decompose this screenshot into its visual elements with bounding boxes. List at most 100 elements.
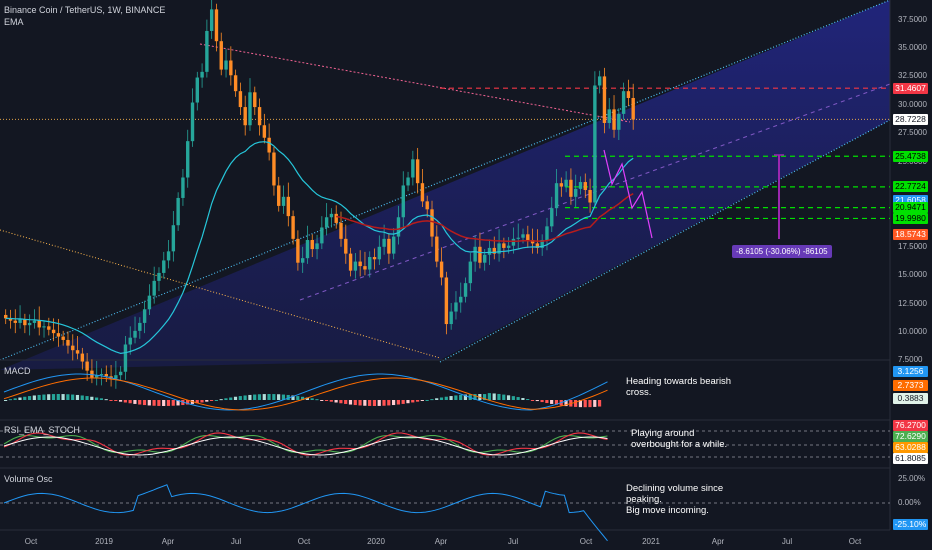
macd-histogram-bar — [291, 395, 295, 400]
macd-line — [3, 373, 608, 411]
candle-body — [511, 238, 516, 246]
macd-histogram-bar — [435, 398, 439, 400]
candle-body — [324, 217, 329, 228]
macd-histogram-bar — [516, 397, 520, 400]
macd-histogram-bar — [157, 400, 161, 406]
macd-histogram-bar — [530, 400, 535, 401]
candle-body — [401, 185, 405, 218]
macd-histogram-bar — [492, 393, 496, 400]
candle-body — [214, 9, 219, 42]
price-badge: 25.4738 — [893, 150, 928, 162]
candle-body — [128, 337, 132, 345]
time-tick: Jul — [781, 537, 793, 546]
macd-histogram-bar — [550, 400, 554, 404]
macd-histogram-bar — [296, 396, 300, 400]
candle-body — [612, 109, 616, 130]
volume-osc-line — [3, 484, 608, 542]
macd-histogram-bar — [401, 400, 405, 404]
macd-histogram-bar — [8, 399, 12, 401]
macd-histogram-bar — [18, 397, 22, 400]
macd-histogram-bar — [262, 394, 266, 400]
candle-body — [339, 222, 343, 239]
macd-histogram-bar — [574, 400, 578, 407]
rsi-badge: 63.0288 — [893, 441, 928, 453]
macd-histogram-bar — [61, 394, 65, 400]
macd-histogram-bar — [257, 394, 262, 400]
macd-histogram-bar — [521, 398, 525, 400]
macd-histogram-bar — [372, 400, 377, 406]
price-badge: 19.9980 — [893, 212, 928, 224]
time-tick: 2021 — [642, 537, 660, 546]
macd-histogram-bar — [377, 400, 381, 406]
ascending-channel — [0, 0, 890, 370]
macd-histogram-bar — [133, 400, 137, 404]
macd-histogram-bar — [382, 400, 386, 406]
stoch-k-line — [3, 434, 608, 454]
candle-body — [296, 238, 300, 263]
macd-histogram-bar — [387, 400, 391, 406]
descending-resistance-line — [199, 43, 631, 123]
candle-body — [483, 254, 487, 263]
macd-histogram-bar — [95, 397, 99, 400]
measure-label[interactable]: -8.6105 (-30.06%) -86105 — [732, 245, 832, 258]
candle-body — [593, 85, 597, 203]
time-tick: 2020 — [367, 537, 385, 546]
candle-body — [487, 247, 492, 255]
price-tick: 10.0000 — [898, 327, 927, 336]
macd-histogram-bar — [358, 400, 362, 406]
indicator-ema-label[interactable]: EMA — [4, 17, 24, 27]
rsi-title[interactable]: RSI_EMA_STOCH — [4, 425, 80, 435]
macd-histogram-bar — [430, 399, 434, 401]
macd-title[interactable]: MACD — [4, 366, 31, 376]
macd-histogram-bar — [51, 394, 56, 400]
macd-histogram-bar — [37, 394, 41, 400]
macd-histogram-bar — [186, 400, 190, 405]
candle-body — [262, 125, 267, 138]
time-tick: Apr — [711, 537, 725, 546]
time-tick: Apr — [434, 537, 448, 546]
candle-body — [219, 41, 223, 70]
macd-histogram-bar — [540, 400, 544, 403]
macd-histogram-bar — [497, 393, 501, 400]
candle-body — [157, 272, 161, 281]
candle-body — [310, 239, 314, 250]
macd-histogram-bar — [152, 400, 156, 406]
price-badge: 21.6058 — [893, 194, 928, 206]
macd-histogram-bar — [506, 395, 511, 400]
rsi-line — [3, 436, 608, 456]
macd-histogram-bar — [526, 399, 530, 401]
candle-body — [588, 190, 592, 203]
macd-histogram-bar — [353, 400, 357, 406]
candle-body — [272, 152, 276, 186]
price-tick: 35.0000 — [898, 43, 927, 52]
macd-histogram-bar — [310, 398, 314, 400]
candle-body — [564, 179, 568, 187]
candle-body — [631, 97, 635, 120]
candle-body — [540, 239, 544, 248]
macd-histogram-bar — [483, 394, 487, 400]
candle-body — [387, 238, 391, 254]
macd-histogram-bar — [545, 400, 549, 404]
macd-histogram-bar — [114, 400, 118, 401]
candle-body — [406, 177, 410, 186]
candle-body — [166, 251, 171, 261]
macd-histogram-bar — [138, 400, 142, 405]
channel-upper-line — [0, 0, 891, 361]
rsi-badge: 61.8085 — [893, 452, 928, 464]
candle-body — [459, 296, 463, 303]
macd-histogram-bar — [224, 398, 228, 400]
macd-histogram-bar — [200, 400, 204, 403]
candle-body — [377, 246, 382, 260]
candle-body — [18, 319, 22, 323]
macd-histogram-bar — [166, 400, 171, 406]
candle-body — [8, 318, 13, 321]
candle-body — [439, 261, 444, 278]
macd-histogram-bar — [147, 400, 151, 406]
candle-body — [334, 213, 338, 223]
candle-body — [123, 344, 128, 372]
volume-osc-title[interactable]: Volume Osc — [4, 474, 53, 484]
candle-body — [372, 257, 377, 260]
candle-body — [420, 183, 425, 202]
